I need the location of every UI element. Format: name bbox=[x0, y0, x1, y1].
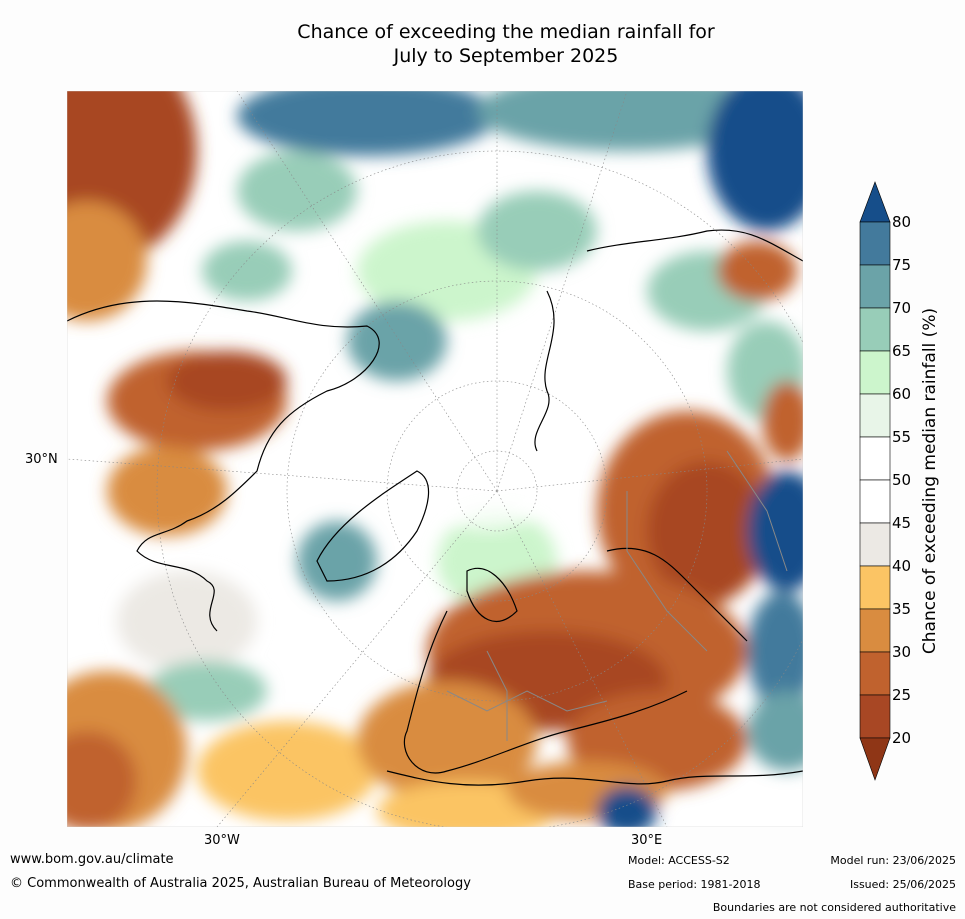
model-name: Model: ACCESS-S2 bbox=[628, 854, 730, 867]
colorbar-tick-label: 55 bbox=[892, 428, 912, 446]
website-link[interactable]: www.bom.gov.au/climate bbox=[10, 852, 174, 867]
model-run-date: Model run: 23/06/2025 bbox=[830, 854, 956, 867]
colorbar-extend-high bbox=[859, 181, 891, 223]
polar-region bbox=[417, 411, 557, 531]
colorbar-tick-label: 80 bbox=[892, 213, 912, 231]
colorbar-tick-label: 40 bbox=[892, 557, 912, 575]
rainfall-probability-map bbox=[67, 91, 803, 827]
colorbar-bin-35-40 bbox=[859, 565, 891, 610]
colorbar-bin-70-75 bbox=[859, 264, 891, 309]
colorbar-tick-label: 70 bbox=[892, 299, 912, 317]
colorbar-tick-label: 35 bbox=[892, 600, 912, 618]
colorbar bbox=[859, 181, 891, 781]
coastlines bbox=[67, 229, 803, 786]
colorbar-tick-label: 30 bbox=[892, 643, 912, 661]
colorbar-tick-label: 25 bbox=[892, 686, 912, 704]
colorbar-tick-label: 60 bbox=[892, 385, 912, 403]
colorbar-bin-25-30 bbox=[859, 651, 891, 696]
title-line-2: July to September 2025 bbox=[393, 45, 619, 67]
copyright: © Commonwealth of Australia 2025, Austra… bbox=[10, 876, 471, 891]
colorbar-tick-label: 45 bbox=[892, 514, 912, 532]
title-line-1: Chance of exceeding the median rainfall … bbox=[297, 21, 715, 43]
rainfall-anomaly-field bbox=[67, 91, 803, 827]
national-boundaries bbox=[446, 450, 788, 741]
colorbar-tick-label: 75 bbox=[892, 256, 912, 274]
colorbar-bin-55-60 bbox=[859, 393, 891, 438]
lon-label-30w: 30°W bbox=[204, 833, 240, 848]
colorbar-extend-low bbox=[859, 737, 891, 781]
colorbar-bin-60-65 bbox=[859, 350, 891, 395]
colorbar-tick-label: 65 bbox=[892, 342, 912, 360]
colorbar-tick-label: 20 bbox=[892, 729, 912, 747]
colorbar-bin-50-55 bbox=[859, 436, 891, 481]
colorbar-bin-40-45 bbox=[859, 522, 891, 567]
colorbar-bin-75-80 bbox=[859, 221, 891, 266]
colorbar-bin-30-35 bbox=[859, 608, 891, 653]
chart-title: Chance of exceeding the median rainfall … bbox=[0, 20, 965, 68]
colorbar-bin-65-70 bbox=[859, 307, 891, 352]
colorbar-bin-45-50 bbox=[859, 479, 891, 524]
base-period: Base period: 1981-2018 bbox=[628, 878, 761, 891]
boundary-disclaimer: Boundaries are not considered authoritat… bbox=[712, 901, 956, 914]
colorbar-bin-20-25 bbox=[859, 694, 891, 739]
lat-label-30n: 30°N bbox=[25, 452, 58, 467]
colorbar-tick-label: 50 bbox=[892, 471, 912, 489]
issued-date: Issued: 25/06/2025 bbox=[849, 878, 956, 891]
colorbar-label: Chance of exceeding median rainfall (%) bbox=[920, 307, 940, 655]
lon-label-30e: 30°E bbox=[631, 833, 663, 848]
